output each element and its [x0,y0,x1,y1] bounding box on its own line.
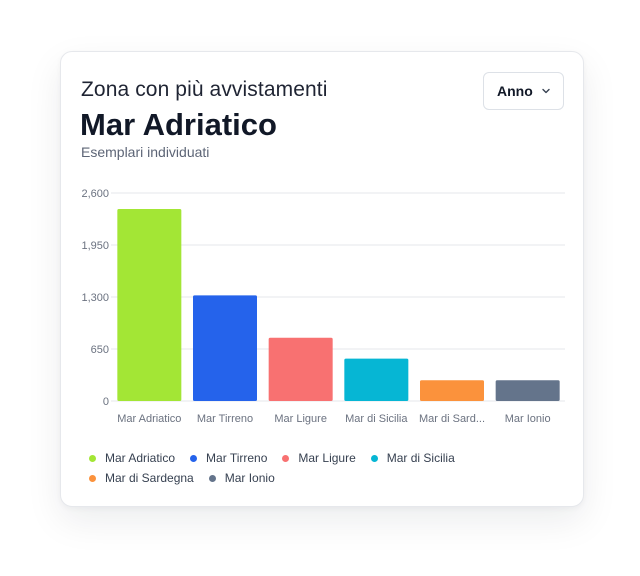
legend-swatch [208,474,216,482]
bar [420,380,484,401]
y-tick-label: 1,300 [81,292,109,304]
y-tick-label: 1,950 [81,240,109,252]
x-tick-label: Mar Tirreno [197,413,253,425]
legend-swatch [282,454,290,462]
chart-legend: Mar Adriatico Mar Tirreno Mar Ligure Mar di… [89,451,559,485]
bar [117,209,182,401]
card-subtitle: Esemplari individuati [81,144,210,160]
legend-item: Mar Ionio [208,471,275,485]
legend-label: Mar di Sardegna [105,471,194,485]
legend-item: Mar di Sardegna [89,471,194,485]
legend-item: Mar Tirreno [190,451,268,465]
bar [268,337,333,401]
chevron-down-icon [542,88,550,94]
period-dropdown-label: Anno [497,83,533,99]
legend-label: Mar di Sicilia [386,451,455,465]
legend-swatch [190,454,198,462]
legend-swatch [89,474,96,482]
x-tick-label: Mar di Sard... [419,413,485,425]
legend-label: Mar Ionio [224,471,275,485]
x-tick-label: Mar di Sicilia [345,413,408,425]
legend-swatch [370,454,378,462]
legend-swatch [89,454,96,462]
legend-label: Mar Adriatico [105,451,176,465]
legend-item: Mar di Sicilia [370,451,455,465]
card-title: Mar Adriatico [80,107,277,142]
bar-chart: 0 650 1,300 1,950 2,600 Mar Adriatico Mar Tirr… [81,188,565,425]
bar [344,358,409,401]
bar [193,295,257,401]
card-kicker: Zona con più avvistamenti [81,78,328,101]
chart-card: Zona con più avvistamenti Mar Adriatico … [60,51,584,507]
y-tick-label: 650 [91,344,109,356]
x-tick-label: Mar Ionio [505,413,551,425]
period-dropdown[interactable]: Anno [483,72,564,110]
y-tick-label: 2,600 [81,188,109,200]
legend-item: Mar Adriatico [89,451,176,465]
legend-item: Mar Ligure [282,451,356,465]
x-tick-label: Mar Adriatico [117,413,181,425]
bar [495,380,560,401]
x-tick-label: Mar Ligure [274,413,327,425]
legend-label: Mar Tirreno [206,451,268,465]
y-tick-label: 0 [103,396,109,408]
legend-label: Mar Ligure [298,451,356,465]
